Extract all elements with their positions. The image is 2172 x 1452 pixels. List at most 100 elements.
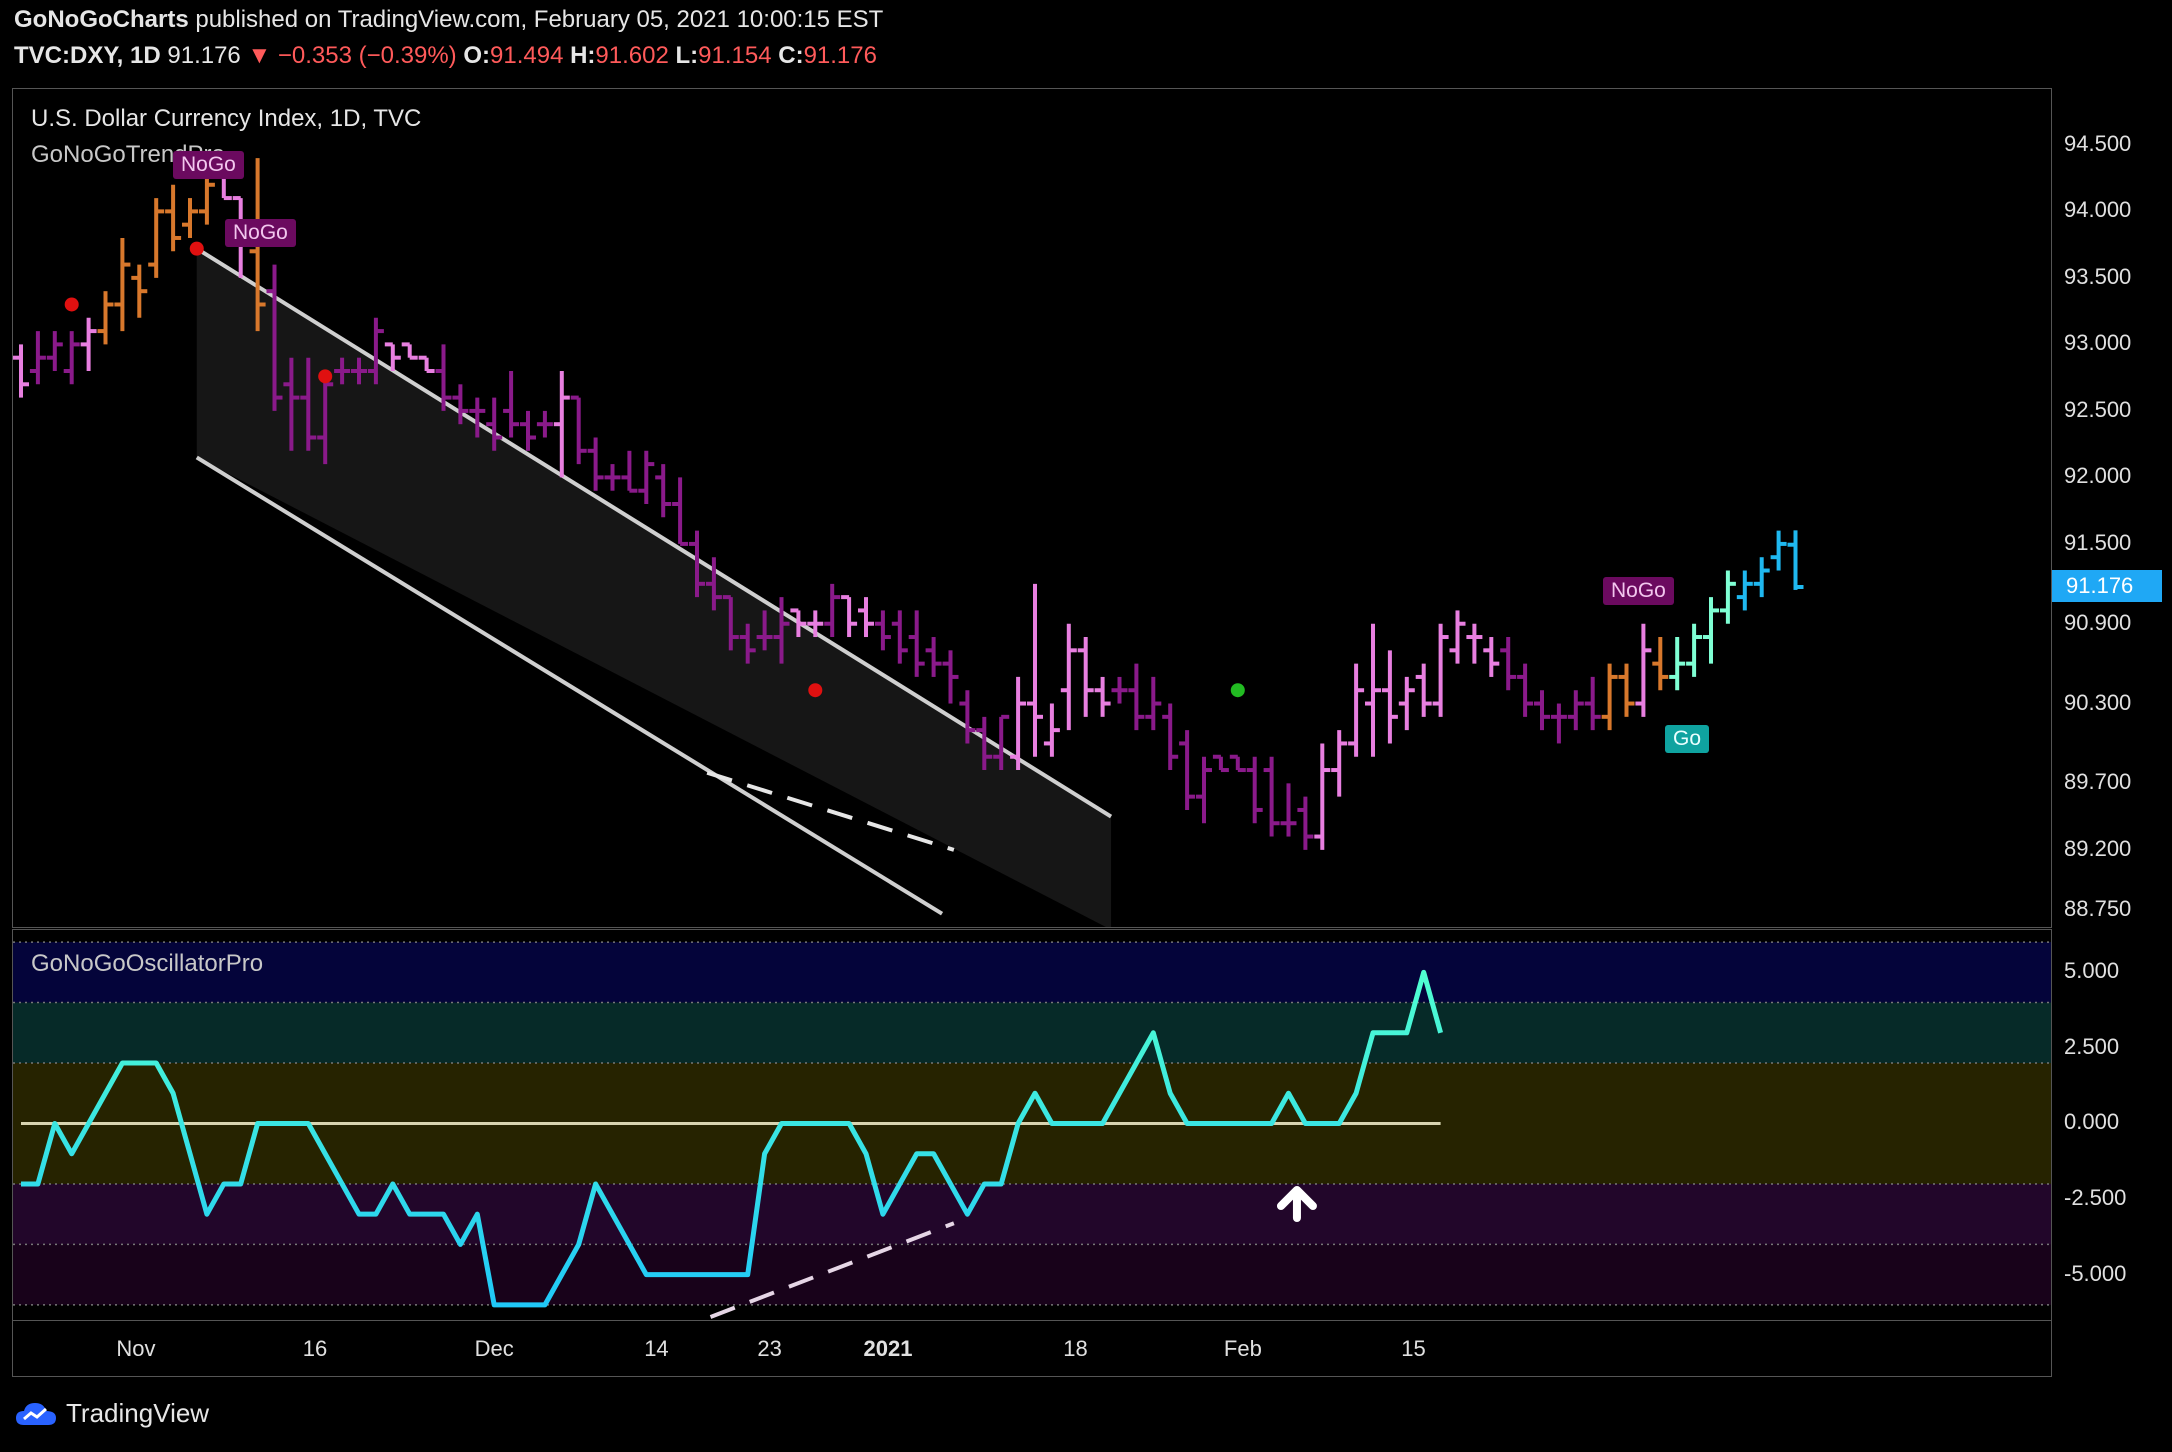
price-bar [790, 608, 807, 638]
price-bar [891, 610, 908, 664]
price-bar [1094, 676, 1111, 717]
high-value: 91.602 [595, 42, 669, 69]
high-label: H: [570, 42, 596, 69]
price-bar [1348, 663, 1365, 757]
price-bar [503, 370, 520, 438]
x-axis-tick: Dec [474, 1336, 514, 1361]
oscillator-y-tick: 5.000 [2064, 958, 2120, 984]
price-bar [1703, 597, 1719, 664]
oscillator-y-tick: 0.000 [2064, 1109, 2120, 1135]
price-bar [1246, 756, 1263, 824]
price-bar [536, 410, 553, 438]
time-x-axis[interactable]: Nov 16 Dec 14 23 2021 18 Feb 15 [12, 1320, 2052, 1377]
price-bar [756, 610, 773, 651]
signal-dot [318, 369, 333, 384]
price-bar [317, 370, 334, 465]
publish-info: GoNoGoCharts published on TradingView.co… [14, 6, 883, 34]
open-label: O: [463, 42, 491, 69]
oscillator-y-tick: -2.500 [2064, 1185, 2127, 1211]
price-bar [689, 530, 705, 598]
price-bar [1550, 703, 1567, 744]
price-bar [1331, 730, 1348, 797]
price-bar [1077, 637, 1094, 717]
price-bar [1652, 637, 1669, 691]
price-bar [655, 464, 672, 518]
up-arrow-icon [1276, 1186, 1317, 1222]
price-bar [29, 331, 46, 385]
price-bar [807, 610, 824, 638]
last-value: 91.176 [167, 42, 241, 69]
oscillator-title[interactable]: GoNoGoOscillatorPro [31, 950, 264, 977]
price-bar [1787, 530, 1804, 590]
brand-text: TradingView [66, 1398, 210, 1428]
price-y-tick: 94.500 [2064, 130, 2132, 156]
price-y-tick: 90.900 [2064, 609, 2132, 635]
close-label: C: [778, 42, 804, 69]
price-bar [148, 198, 165, 278]
price-bar [283, 357, 300, 451]
price-bar [367, 317, 384, 385]
price-y-tick: 90.300 [2064, 689, 2132, 715]
price-bar [739, 623, 756, 664]
price-chart-panel[interactable]: U.S. Dollar Currency Index, 1D, TVC Go No… [12, 88, 2052, 928]
oscillator-zone [13, 1002, 2051, 1064]
price-chart-svg[interactable] [13, 89, 2051, 927]
oscillator-zone [13, 942, 2051, 1003]
price-bar [925, 637, 942, 677]
price-bar [638, 450, 655, 505]
nogo-tag-2: NoGo [225, 219, 296, 247]
oscillator-y-tick: -5.000 [2064, 1260, 2127, 1286]
price-bar [773, 597, 790, 664]
price-y-tick: 92.500 [2064, 396, 2132, 422]
price-y-tick: 94.000 [2064, 197, 2132, 223]
price-y-tick: 93.500 [2064, 263, 2132, 289]
oscillator-panel[interactable]: GoNoGoOscillatorPro [12, 929, 2052, 1321]
tradingview-logo[interactable]: TradingView [14, 1398, 209, 1429]
price-bar [63, 331, 80, 385]
oscillator-divergence-line [709, 1221, 955, 1319]
price-bar [1686, 623, 1703, 677]
price-bar [1365, 623, 1381, 757]
price-bar [384, 342, 401, 371]
price-bar [1212, 754, 1229, 773]
price-bar [401, 342, 418, 360]
price-bar [1635, 623, 1652, 717]
price-bar [131, 264, 148, 318]
price-bar [452, 384, 469, 425]
price-y-axis[interactable]: 94.500 94.000 93.500 93.000 92.500 92.000 91.5… [2050, 88, 2172, 926]
change-value: ▼ −0.353 (−0.39%) [247, 42, 457, 69]
price-bar [266, 264, 283, 411]
price-bar [1027, 583, 1043, 757]
price-bar [165, 184, 182, 252]
price-bar [1483, 637, 1500, 677]
publish-text: published on TradingView.com, February 0… [195, 6, 884, 33]
price-y-tick: 92.000 [2064, 463, 2132, 489]
x-axis-tick: 18 [1063, 1336, 1088, 1361]
price-bar [1398, 676, 1415, 731]
oscillator-line [21, 969, 1444, 1308]
price-bar [1618, 663, 1635, 717]
oscillator-y-axis[interactable]: 5.000 2.500 0.000 -2.500 -5.000 [2050, 929, 2172, 1319]
signal-dot [808, 683, 823, 698]
price-bar [824, 583, 841, 638]
price-bar [486, 397, 503, 451]
price-bar [1567, 690, 1584, 731]
price-bar [993, 714, 1010, 771]
price-bar [841, 595, 858, 638]
publisher-name[interactable]: GoNoGoCharts [14, 6, 189, 33]
price-bar [621, 450, 638, 493]
price-bar [1111, 676, 1128, 704]
price-bar [1196, 756, 1212, 824]
price-y-tick: 89.700 [2064, 769, 2132, 795]
price-bar [1601, 663, 1618, 731]
price-bar [114, 237, 131, 332]
price-bar [1669, 637, 1686, 691]
price-bar [80, 317, 97, 371]
oscillator-svg[interactable] [13, 930, 2051, 1320]
price-bar [1314, 743, 1331, 850]
price-bar [1753, 557, 1770, 598]
close-value: 91.176 [803, 42, 877, 69]
price-y-tick: 91.500 [2064, 529, 2132, 555]
price-bar [1432, 623, 1449, 717]
symbol-label[interactable]: TVC:DXY, 1D [14, 42, 161, 69]
